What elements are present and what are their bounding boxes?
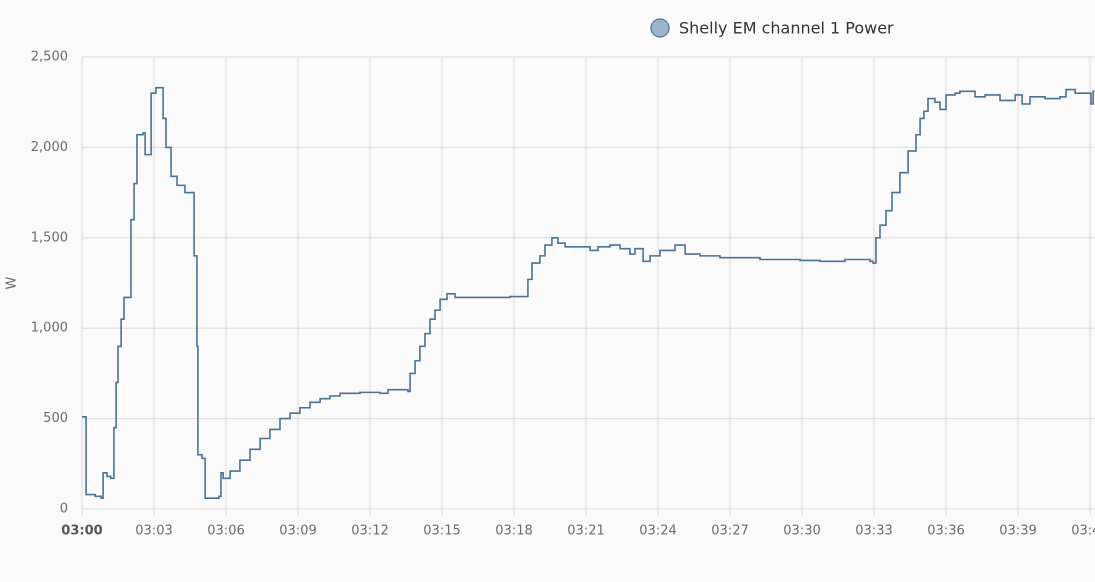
y-tick-label: 2,000 [31, 140, 68, 155]
x-tick-label: 03:42 [1071, 524, 1095, 539]
legend-marker [650, 18, 670, 38]
x-tick-label: 03:12 [351, 524, 388, 539]
x-tick-label: 03:39 [999, 524, 1036, 539]
x-tick-label: 03:18 [495, 524, 532, 539]
x-tick-label: 03:15 [423, 524, 460, 539]
x-tick-label: 03:00 [61, 524, 102, 539]
x-tick-label: 03:30 [783, 524, 820, 539]
x-tick-label: 03:03 [135, 524, 172, 539]
y-tick-label: 1,000 [31, 321, 68, 336]
y-tick-label: 1,500 [31, 230, 68, 245]
y-tick-label: 2,500 [31, 50, 68, 65]
y-axis-label: W [5, 276, 20, 289]
legend-text: Shelly EM channel 1 Power [679, 19, 894, 38]
x-tick-label: 03:09 [279, 524, 316, 539]
x-tick-label: 03:36 [927, 524, 964, 539]
y-tick-label: 0 [60, 502, 68, 517]
x-tick-label: 03:27 [711, 524, 748, 539]
x-tick-label: 03:24 [639, 524, 676, 539]
y-tick-label: 500 [43, 411, 68, 426]
series-line [82, 86, 1095, 499]
x-tick-label: 03:21 [567, 524, 604, 539]
x-tick-label: 03:33 [855, 524, 892, 539]
x-tick-label: 03:06 [207, 524, 244, 539]
